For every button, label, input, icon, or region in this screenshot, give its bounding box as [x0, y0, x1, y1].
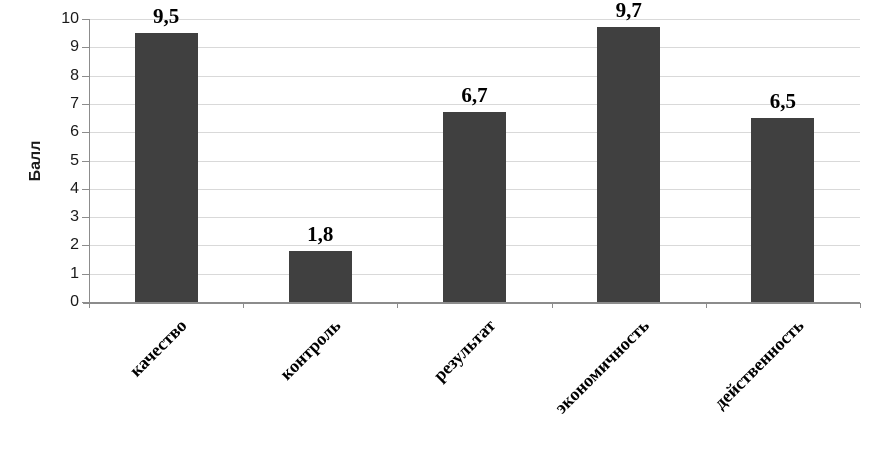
x-axis-tick	[243, 303, 245, 308]
bar-value-label: 9,5	[152, 4, 180, 29]
y-axis-tick-label: 8	[70, 66, 79, 84]
bar	[134, 33, 198, 302]
y-axis-tick-label: 7	[70, 94, 79, 112]
bar-value-label: 6,5	[769, 89, 797, 114]
x-axis-tick	[551, 303, 553, 308]
bar	[597, 27, 661, 302]
y-axis-tick	[82, 75, 89, 77]
bar-value-label: 1,8	[307, 222, 334, 247]
x-axis-tick	[705, 303, 707, 308]
y-axis-tick-label: 9	[70, 38, 79, 56]
gridline	[89, 19, 860, 20]
bar	[443, 112, 506, 302]
bar-value-label: 6,7	[461, 83, 488, 108]
y-axis-tick-label: 1	[70, 264, 79, 282]
bar-value-label: 9,7	[615, 0, 642, 23]
y-axis-tick-label: 0	[70, 293, 79, 310]
gridline	[89, 103, 860, 105]
y-axis-title: Балл	[27, 140, 44, 182]
y-axis-tick	[82, 160, 89, 162]
y-axis-tick-label: 6	[70, 123, 79, 141]
gridline	[89, 47, 860, 49]
y-axis-tick	[82, 302, 89, 303]
y-axis-line	[89, 19, 90, 302]
x-axis-label: результат	[429, 315, 499, 386]
y-axis-tick	[82, 217, 89, 219]
x-axis-label: контроль	[276, 315, 345, 384]
y-axis-tick	[82, 132, 89, 134]
y-axis-tick	[82, 188, 89, 190]
x-axis-tick	[860, 303, 861, 308]
x-axis-label: экономичность	[550, 315, 654, 418]
y-axis-tick-label: 3	[70, 208, 79, 226]
y-axis-tick	[82, 19, 89, 20]
y-axis-tick-label: 2	[70, 236, 79, 254]
x-axis-tick	[89, 303, 90, 308]
x-axis-line	[83, 302, 860, 304]
x-axis-label: качество	[125, 315, 191, 381]
y-axis-tick	[82, 245, 89, 247]
bar	[288, 251, 352, 302]
y-axis-tick-label: 4	[70, 179, 79, 197]
bar	[751, 118, 815, 302]
y-axis-tick	[82, 273, 89, 275]
y-axis-tick	[82, 103, 89, 105]
x-axis-tick	[397, 303, 399, 308]
y-axis-tick-label: 5	[70, 151, 79, 169]
y-axis-tick-label: 10	[61, 10, 79, 27]
x-axis-label: действенность	[709, 315, 808, 413]
gridline	[89, 75, 860, 77]
y-axis-tick	[82, 47, 89, 49]
